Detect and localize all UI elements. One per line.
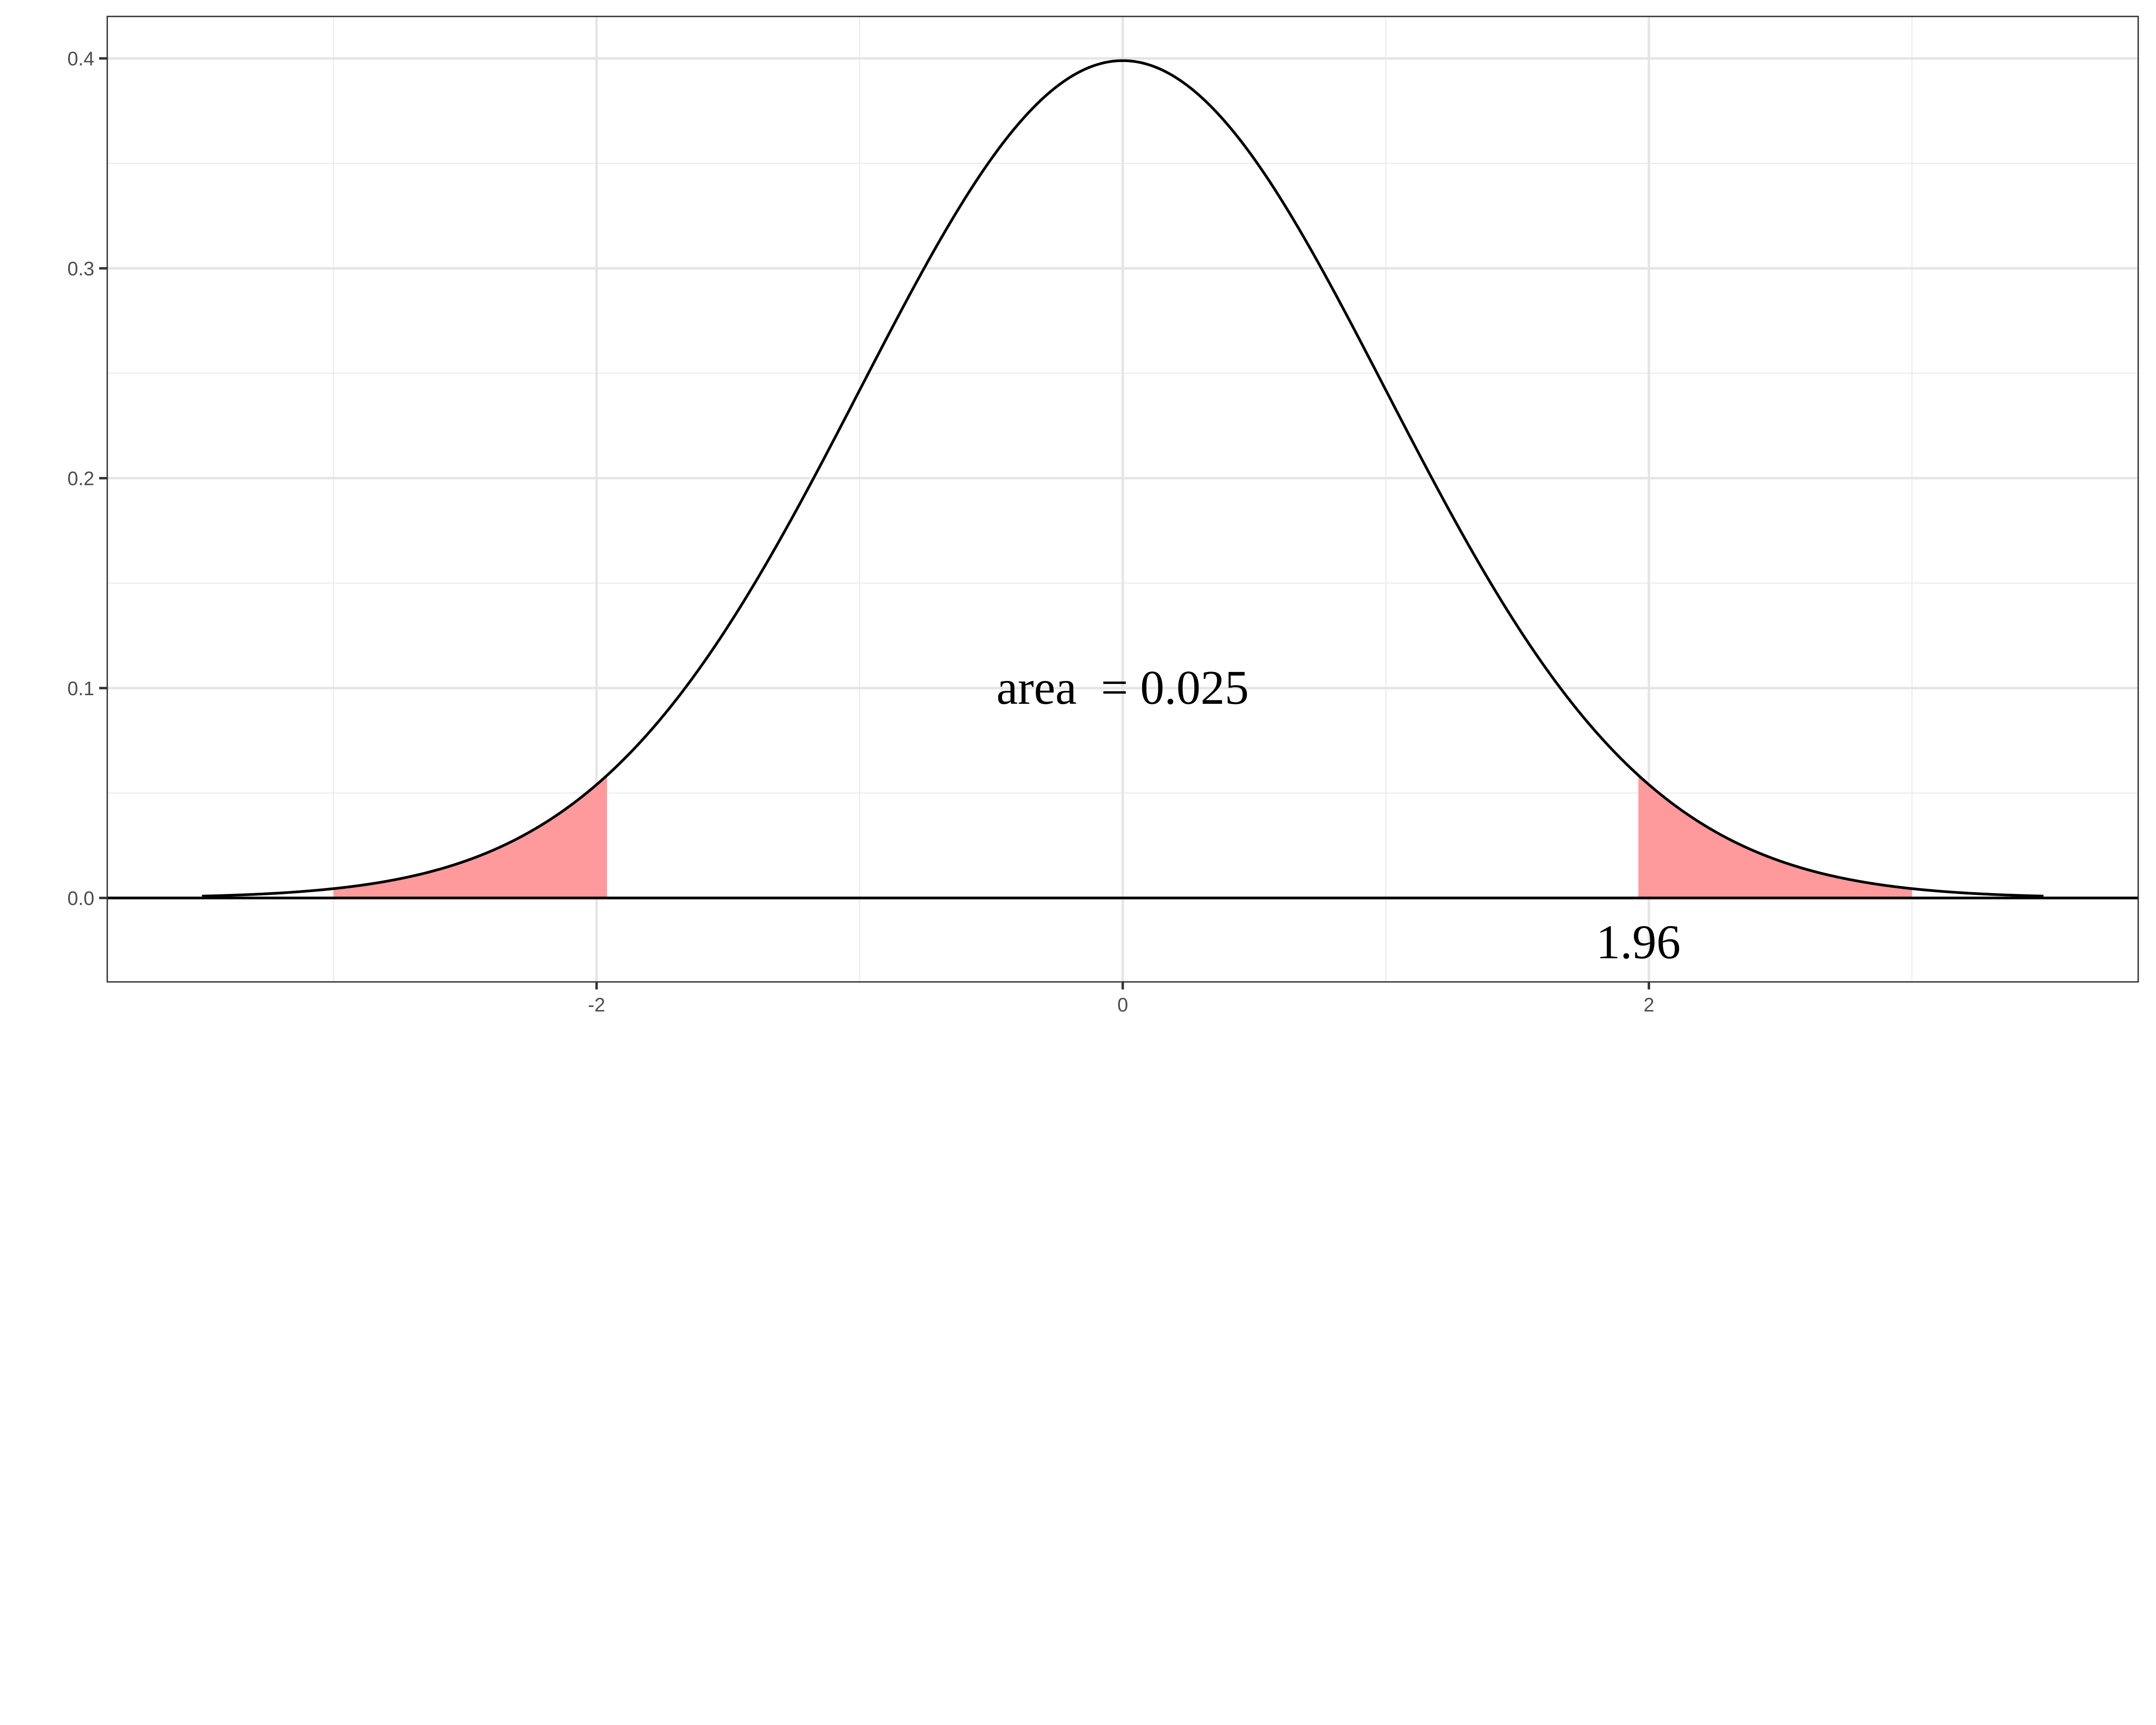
chart-container: -2 0 2 0.0 0.1 0.2 0.3 0.4 area = 0.025 1.96 <box>67 16 2139 1016</box>
shaded-tail-region <box>1638 775 1912 898</box>
area-annotation: area = 0.025 <box>996 661 1249 715</box>
x-tick-label: -2 <box>588 994 605 1016</box>
grid <box>107 16 2138 982</box>
density-curve <box>202 59 2044 898</box>
shaded-tail-region <box>333 775 607 898</box>
x-tick-label: 2 <box>1643 994 1654 1016</box>
critical-value-label: 1.96 <box>1596 916 1681 969</box>
lines <box>107 59 2138 900</box>
x-tick-label: 0 <box>1117 994 1128 1016</box>
shaded-tails <box>333 775 1912 898</box>
y-tick-label: 0.0 <box>67 887 94 909</box>
y-tick-label: 0.3 <box>67 257 94 279</box>
y-tick-label: 0.4 <box>67 48 94 70</box>
normal-density-chart: -2 0 2 0.0 0.1 0.2 0.3 0.4 <box>67 16 2139 1016</box>
y-tick-label: 0.1 <box>67 677 94 699</box>
axis-ticks: -2 0 2 0.0 0.1 0.2 0.3 0.4 <box>67 48 1654 1016</box>
y-tick-label: 0.2 <box>67 467 94 489</box>
